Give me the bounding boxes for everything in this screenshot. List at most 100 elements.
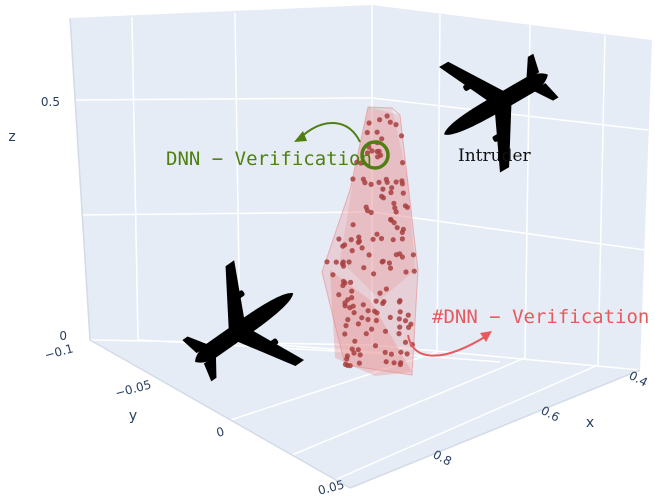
scatter-point: [389, 185, 395, 191]
scatter-point: [339, 261, 346, 267]
scatter-point: [396, 316, 402, 322]
annotation-dnn-verification: DNN − Verification: [166, 148, 372, 170]
scatter-point: [356, 234, 362, 240]
scatter-point: [380, 300, 386, 306]
scatter-point: [349, 288, 355, 294]
red-arrow: [407, 334, 489, 357]
scatter-point: [355, 321, 361, 327]
scatter-point: [399, 181, 405, 187]
grid-lines: [71, 5, 649, 483]
scatter-point: [350, 303, 356, 309]
scatter-point: [394, 225, 400, 231]
scatter-point: [333, 259, 339, 265]
scatter-point: [343, 323, 349, 329]
scatter-point: [364, 150, 371, 156]
scatter-point: [355, 239, 361, 245]
scatter-point: [397, 361, 403, 368]
scatter-point: [336, 292, 342, 298]
scatter-point: [374, 148, 380, 155]
airplane-icon: [439, 53, 559, 173]
scatter-point: [324, 259, 330, 265]
scatter-point: [379, 193, 385, 199]
scatter-point: [396, 331, 402, 337]
scatter-point: [377, 290, 383, 296]
scatter-point: [350, 222, 356, 228]
scatter-point: [404, 351, 410, 357]
scatter-point: [373, 317, 379, 324]
scatter-point: [391, 200, 397, 206]
scatter-point: [382, 349, 388, 355]
scatter-point: [382, 328, 389, 334]
scatter-point: [351, 310, 357, 316]
scatter-point: [352, 338, 358, 344]
scatter-point: [383, 176, 389, 182]
scatter-point: [402, 203, 408, 209]
scatter-point: [377, 117, 383, 123]
scatter-point: [374, 129, 380, 135]
scatter-point: [365, 316, 371, 323]
scatter-point: [340, 243, 346, 249]
scatter-point: [402, 339, 409, 345]
scatter-point: [360, 176, 366, 182]
z-axis-title: z: [8, 129, 15, 145]
airplane-icon: [182, 260, 305, 382]
green-arrowhead: [294, 131, 307, 142]
scatter-point: [393, 179, 399, 185]
scatter-point: [411, 268, 417, 274]
hull-face-mid: [340, 107, 415, 300]
z-tick-label: 0: [59, 329, 67, 343]
y-tick-label: 0.05: [316, 477, 345, 497]
scatter-point: [364, 129, 370, 136]
scatter-point: [390, 237, 396, 243]
scatter-point: [387, 314, 393, 320]
scatter-point: [342, 361, 349, 367]
red-arrowhead: [480, 331, 492, 342]
scatter-point: [369, 148, 375, 154]
y-tick-label: −0.1: [43, 341, 75, 362]
scatter-point: [403, 269, 409, 275]
scatter-point: [378, 152, 384, 158]
scatter-point: [348, 279, 354, 285]
scatter-point: [359, 245, 365, 251]
scatter-point: [379, 259, 385, 265]
scatter-point: [359, 315, 365, 321]
scatter-point: [391, 360, 397, 366]
scatter-point: [354, 159, 360, 165]
annotation-hash-dnn-verification: #DNN − Verification: [432, 306, 649, 328]
scatter-point: [393, 122, 399, 128]
scatter-point: [374, 231, 380, 237]
scatter-point: [387, 265, 394, 271]
scatter-point: [366, 252, 372, 258]
scatter-point: [351, 350, 357, 356]
annotation-intruder: Intruder: [458, 146, 532, 166]
scatter-point: [346, 259, 352, 265]
axis-titles: z y x: [8, 129, 594, 431]
scatter-point: [345, 317, 351, 323]
scatter-point: [371, 271, 377, 277]
scatter-point: [357, 352, 363, 358]
scatter-point: [388, 189, 394, 196]
scatter-point: [369, 326, 375, 332]
scatter-point: [393, 209, 399, 215]
scatter-point: [397, 298, 403, 304]
scatter-point: [399, 236, 405, 242]
scatter-point: [397, 309, 403, 315]
scatter-point: [363, 331, 369, 337]
scatter-point: [370, 236, 376, 242]
scatter-point: [408, 321, 414, 327]
scatter-point: [349, 346, 355, 352]
scatter-point: [399, 229, 405, 235]
highlight-circle: [360, 140, 390, 170]
scatter-point: [392, 205, 398, 211]
green-arrow: [299, 122, 361, 143]
scatter-point: [388, 351, 394, 357]
scatter-point: [402, 318, 409, 324]
scatter-point: [368, 181, 374, 187]
y-tick-label: 0: [215, 424, 226, 440]
scatter-point: [387, 119, 393, 125]
floor-xy: [90, 340, 640, 488]
y-axis-title: y: [129, 408, 137, 424]
scatter-point: [374, 310, 380, 316]
scatter-point: [350, 176, 356, 182]
scatter-point: [342, 300, 348, 306]
